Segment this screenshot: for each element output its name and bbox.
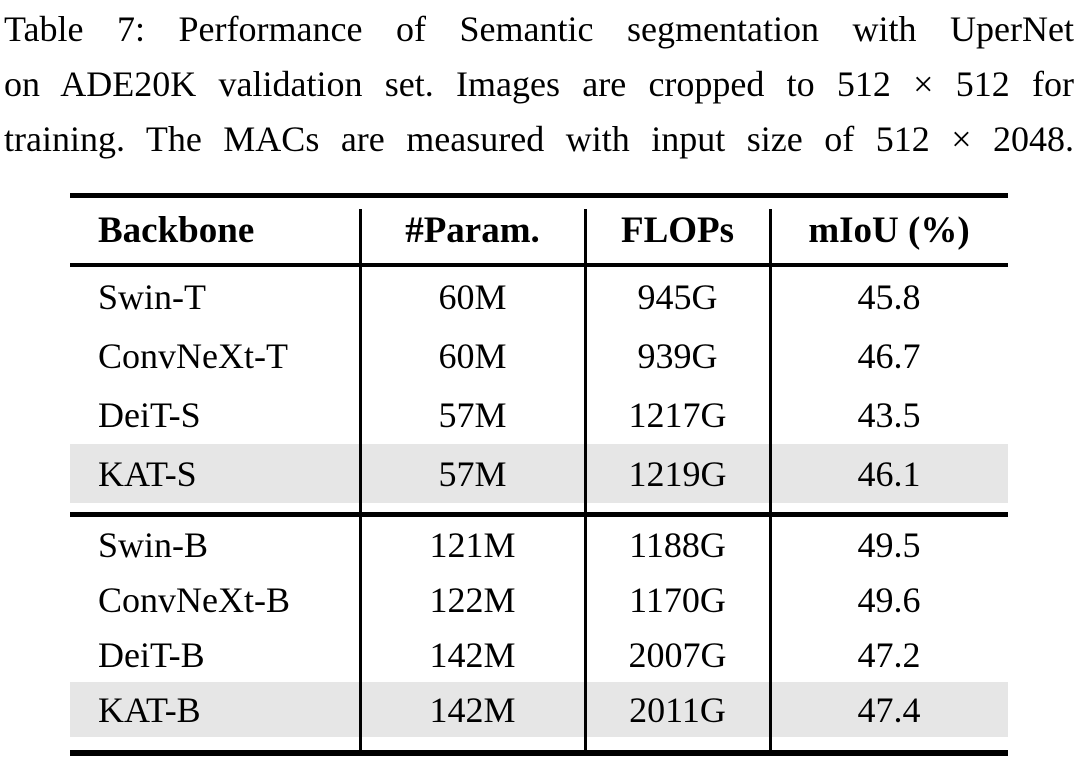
- params-cell: 60M: [438, 276, 507, 317]
- column-separator-1: [359, 209, 362, 750]
- params-cell: 60M: [438, 335, 507, 376]
- miou-cell: 45.8: [857, 276, 921, 317]
- backbone-cell: Swin-B: [98, 524, 209, 565]
- table-row-convnext-b: ConvNeXt-B 122M 1170G 49.6: [70, 572, 1008, 627]
- backbone-cell: DeiT-B: [98, 634, 205, 675]
- flops-cell: 1217G: [628, 394, 727, 435]
- column-header-flops: FLOPs: [620, 210, 735, 251]
- table-row-deit-b: DeiT-B 142M 2007G 47.2: [70, 627, 1008, 682]
- mid-rule: [70, 512, 1008, 517]
- flops-cell: 939G: [637, 335, 718, 376]
- backbone-cell: ConvNeXt-T: [98, 335, 288, 376]
- params-cell: 142M: [429, 689, 516, 730]
- bottom-rule: [70, 750, 1008, 756]
- table-header-row: Backbone #Param. FLOPs mIoU (%): [70, 198, 1008, 263]
- column-header-params: #Param.: [405, 210, 540, 251]
- miou-cell: 46.1: [857, 453, 921, 494]
- column-separator-3: [769, 209, 772, 750]
- table-row-swin-b: Swin-B 121M 1188G 49.5: [70, 517, 1008, 572]
- miou-cell: 47.4: [857, 689, 921, 730]
- flops-cell: 1188G: [629, 524, 726, 565]
- flops-cell: 945G: [637, 276, 718, 317]
- caption-line-3: training. The MACs are measured with inp…: [4, 119, 1074, 159]
- params-cell: 121M: [429, 524, 516, 565]
- group-gap: [70, 503, 1008, 512]
- flops-cell: 1170G: [629, 579, 726, 620]
- miou-cell: 46.7: [857, 335, 921, 376]
- table-row-kat-b-highlighted: KAT-B 142M 2011G 47.4: [70, 682, 1008, 737]
- caption-line-2: on ADE20K validation set. Images are cro…: [4, 64, 1074, 104]
- header-rule: [70, 263, 1008, 267]
- backbone-cell: DeiT-S: [98, 394, 201, 435]
- miou-cell: 49.5: [857, 524, 921, 565]
- bottom-gap: [70, 737, 1008, 750]
- params-cell: 122M: [429, 579, 516, 620]
- params-cell: 57M: [438, 453, 507, 494]
- backbone-cell: KAT-S: [98, 453, 197, 494]
- backbone-cell: ConvNeXt-B: [98, 579, 290, 620]
- top-rule: [70, 193, 1008, 198]
- column-separator-2: [584, 209, 587, 750]
- table-caption: Table 7: Performance of Semantic segment…: [4, 2, 1074, 167]
- params-cell: 142M: [429, 634, 516, 675]
- backbone-cell: KAT-B: [98, 689, 201, 730]
- miou-cell: 47.2: [857, 634, 921, 675]
- params-cell: 57M: [438, 394, 507, 435]
- column-header-miou: mIoU (%): [808, 210, 970, 251]
- miou-cell: 43.5: [857, 394, 921, 435]
- table-row-deit-s: DeiT-S 57M 1217G 43.5: [70, 385, 1008, 444]
- miou-cell: 49.6: [857, 579, 921, 620]
- backbone-cell: Swin-T: [98, 276, 206, 317]
- results-table: Backbone #Param. FLOPs mIoU (%) Swin-T 6…: [70, 193, 1008, 756]
- flops-cell: 2007G: [628, 634, 727, 675]
- table-row-kat-s-highlighted: KAT-S 57M 1219G 46.1: [70, 444, 1008, 503]
- caption-line-1: Table 7: Performance of Semantic segment…: [4, 9, 1074, 49]
- table-row-swin-t: Swin-T 60M 945G 45.8: [70, 267, 1008, 326]
- flops-cell: 2011G: [629, 689, 726, 730]
- table-row-convnext-t: ConvNeXt-T 60M 939G 46.7: [70, 326, 1008, 385]
- column-header-backbone: Backbone: [98, 210, 255, 251]
- flops-cell: 1219G: [628, 453, 727, 494]
